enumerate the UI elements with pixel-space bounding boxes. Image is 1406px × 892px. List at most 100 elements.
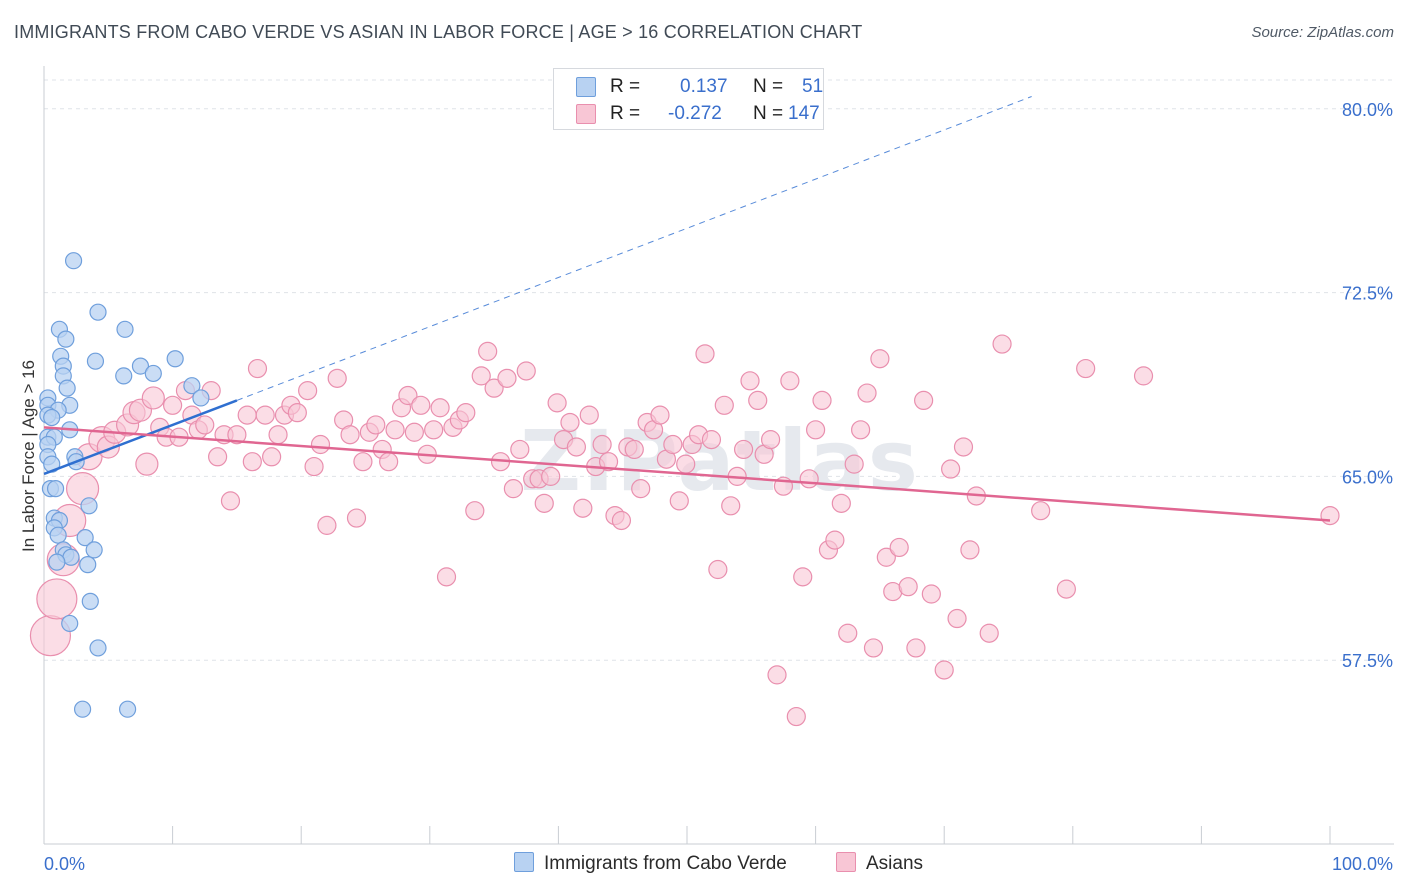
- asians-point: [979, 623, 999, 643]
- asians-point: [534, 493, 554, 513]
- asians-point: [793, 567, 813, 587]
- cabo-verde-point: [116, 320, 134, 338]
- asians-point: [592, 434, 612, 455]
- cabo-verde-point: [183, 377, 201, 395]
- trend-lines: [43, 96, 1331, 522]
- legend-n-label: N =: [753, 76, 784, 97]
- asians-point: [220, 491, 241, 511]
- asians-point: [510, 439, 530, 460]
- y-tick-label: 72.5%: [1342, 284, 1393, 304]
- asians-point: [631, 479, 651, 499]
- asians-point: [195, 415, 215, 435]
- chart-title: IMMIGRANTS FROM CABO VERDE VS ASIAN IN L…: [14, 22, 863, 42]
- cabo-verde-point: [81, 592, 99, 610]
- asians-point: [914, 390, 934, 411]
- asians-point: [298, 381, 318, 401]
- asians-point: [805, 420, 826, 440]
- legend-n-value: 147: [788, 103, 820, 124]
- asians-point: [598, 452, 619, 472]
- asians-point: [262, 447, 282, 467]
- asians-point: [255, 405, 275, 425]
- bottom-legend-label-asians: Asians: [866, 853, 924, 874]
- asians-point: [748, 390, 768, 411]
- bottom-legend-swatch-cabo-verde: [514, 852, 534, 872]
- asians-point: [767, 665, 787, 685]
- asians-point: [624, 439, 644, 460]
- asians-point: [497, 368, 517, 388]
- asians-point: [992, 334, 1012, 354]
- asians-point: [247, 358, 268, 379]
- asians-point: [353, 452, 373, 472]
- x-tick-labels: 0.0% 100.0%: [44, 854, 1393, 874]
- asians-point: [560, 412, 580, 433]
- cabo-verde-point: [118, 700, 137, 718]
- asians-point: [876, 547, 896, 567]
- cabo-verde-point: [192, 389, 210, 407]
- cabo-verde-point: [43, 408, 61, 427]
- asians-point: [573, 498, 593, 518]
- asians-points: [29, 334, 1340, 727]
- asians-point: [566, 437, 587, 457]
- cabo-verde-point: [86, 352, 105, 370]
- cabo-verde-point: [89, 639, 107, 657]
- asians-point: [863, 638, 884, 658]
- cabo-verde-trend-extension: [236, 96, 1032, 401]
- asians-point: [478, 341, 498, 361]
- asians-point: [135, 452, 159, 476]
- legend-r-label: R =: [610, 103, 641, 124]
- asians-point: [831, 493, 851, 513]
- asians-point: [208, 447, 228, 467]
- correlation-legend: R = 0.137 N = 51 R = -0.272 N = 147: [553, 68, 824, 130]
- asians-point: [547, 393, 567, 413]
- asians-point: [541, 466, 561, 486]
- bottom-legend-swatch-asians: [836, 852, 856, 872]
- asians-point: [424, 420, 444, 440]
- asians-point: [237, 405, 257, 425]
- asians-point: [346, 508, 367, 528]
- asians-point: [579, 405, 599, 425]
- cabo-verde-point: [89, 303, 107, 321]
- asians-point: [799, 469, 819, 489]
- asians-point: [366, 415, 386, 435]
- asians-point: [404, 422, 424, 442]
- x-tick-label: 100.0%: [1332, 854, 1393, 874]
- asians-point: [430, 398, 450, 418]
- asians-point: [760, 430, 781, 450]
- asians-point: [851, 420, 871, 440]
- bottom-legend-cabo-verde: Immigrants from Cabo Verde: [514, 852, 787, 875]
- asians-point: [317, 515, 337, 535]
- legend-n-label: N =: [753, 103, 784, 124]
- asians-point: [304, 456, 324, 477]
- cabo-verde-point: [79, 556, 97, 574]
- y-tick-label: 65.0%: [1342, 467, 1393, 487]
- asians-point: [398, 385, 418, 406]
- asians-point: [669, 491, 689, 511]
- asians-point: [141, 386, 165, 410]
- asians-point: [960, 540, 980, 560]
- cabo-verde-point: [73, 700, 92, 718]
- x-tick-label: 0.0%: [44, 854, 85, 874]
- cabo-verde-point: [80, 497, 98, 515]
- asians-point: [663, 434, 683, 455]
- cabo-verde-point: [48, 553, 66, 571]
- asians-point: [857, 383, 877, 403]
- cabo-verde-point: [166, 350, 184, 368]
- asians-point: [242, 452, 262, 472]
- asians-trend-line: [43, 426, 1331, 522]
- asians-point: [503, 479, 523, 499]
- asians-point: [310, 434, 331, 455]
- cabo-verde-point: [58, 379, 76, 397]
- legend-r-value: -0.272: [668, 103, 722, 124]
- asians-point: [484, 378, 504, 398]
- asians-point: [812, 390, 832, 411]
- bottom-legend-asians: Asians: [836, 852, 923, 875]
- cabo-verde-point: [131, 357, 150, 375]
- asians-point: [947, 608, 967, 629]
- asians-point: [870, 349, 890, 369]
- cabo-verde-point: [49, 526, 67, 544]
- asians-point: [327, 368, 347, 388]
- legend-swatch-cabo-verde: [576, 77, 596, 97]
- asians-point: [780, 371, 800, 391]
- asians-point: [268, 425, 288, 445]
